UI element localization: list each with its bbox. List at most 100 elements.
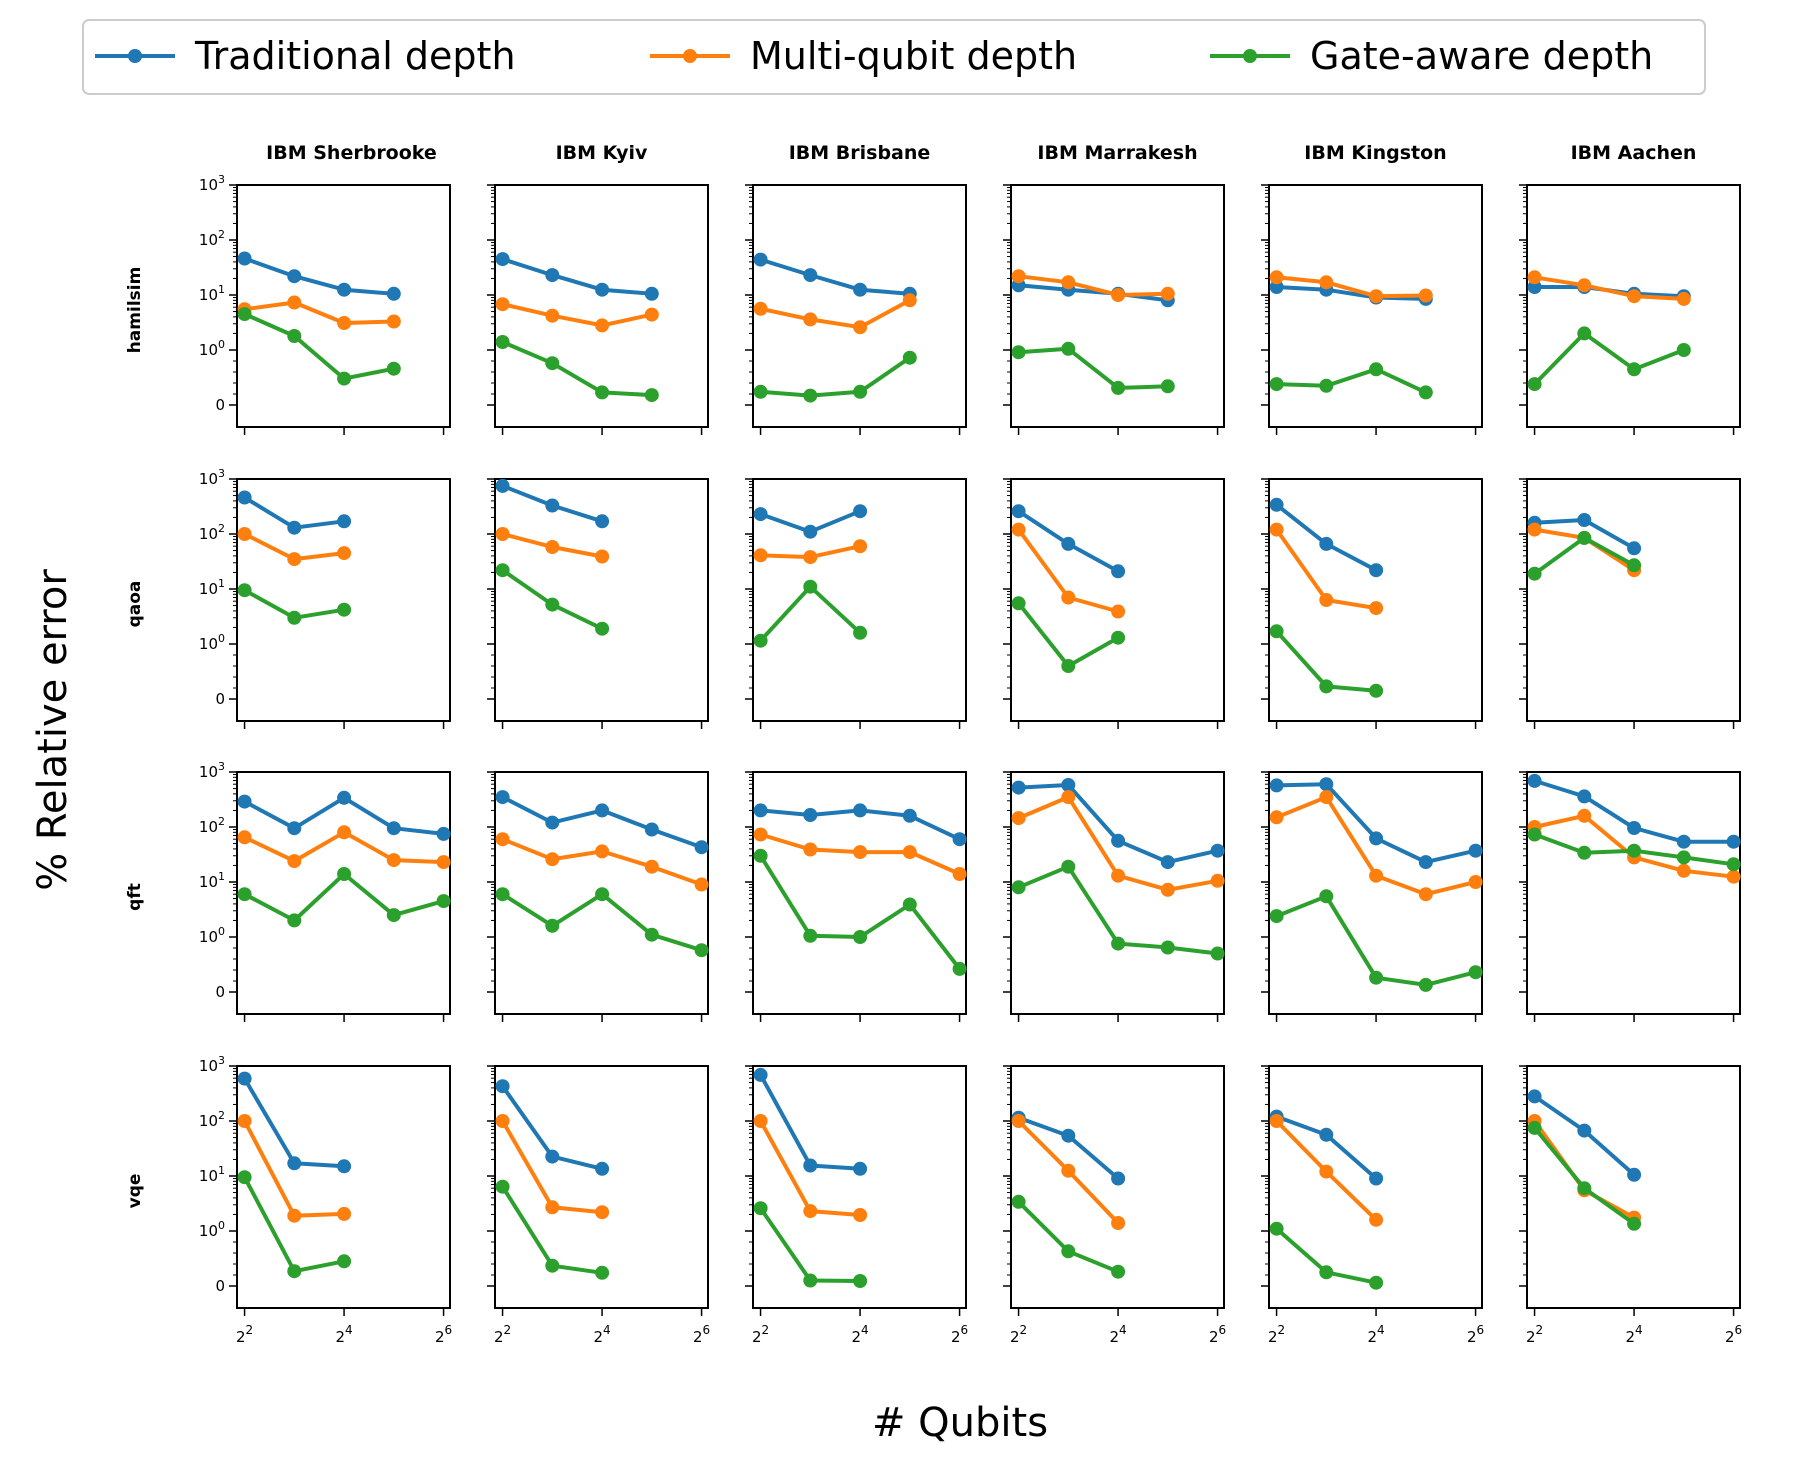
data-point [1269, 810, 1284, 825]
data-point [1319, 1164, 1334, 1179]
data-point [1011, 522, 1026, 537]
data-point [1369, 1171, 1384, 1186]
data-point [1319, 275, 1334, 290]
series-traditional-depth [495, 790, 709, 855]
data-point [337, 867, 352, 881]
data-point [337, 316, 352, 330]
data-point [1527, 566, 1542, 581]
column-title-ibm-sherbrooke: IBM Sherbrooke [266, 142, 437, 164]
series-line [501, 892, 703, 953]
series-gate-aware-depth [1011, 596, 1126, 673]
data-point [1527, 1089, 1542, 1104]
series-gate-aware-depth [1269, 1221, 1384, 1290]
data-point [1676, 863, 1691, 878]
data-point [287, 913, 302, 928]
data-point [287, 854, 302, 869]
data-point [853, 320, 868, 335]
data-point [495, 1179, 510, 1194]
data-point [1061, 1163, 1076, 1178]
data-point [337, 546, 352, 561]
data-point [1577, 278, 1592, 293]
data-point [1319, 536, 1334, 551]
data-point [495, 1079, 510, 1094]
panel-vqe-ibm-marrakesh: 22 24 26 [1003, 1065, 1226, 1346]
data-point [803, 1273, 818, 1288]
data-point [644, 388, 659, 403]
data-point [1269, 377, 1284, 392]
column-title-ibm-brisbane: IBM Brisbane [789, 142, 931, 164]
y-tick-label: 101 [199, 283, 225, 304]
data-point [237, 794, 252, 809]
data-point [1319, 777, 1334, 792]
data-point [644, 307, 659, 322]
data-point [1011, 880, 1026, 895]
data-point [803, 524, 818, 539]
x-tick-label: 24 [1367, 1323, 1384, 1346]
panel-vqe-ibm-brisbane: 22 24 26 [745, 1065, 968, 1346]
series-gate-aware-depth [1527, 530, 1642, 581]
panel-qft-ibm-brisbane [745, 771, 967, 1022]
data-point [1527, 827, 1542, 842]
data-point [1319, 593, 1334, 607]
x-tick-label: 22 [752, 1323, 769, 1346]
panel-hamilsim-ibm-sherbrooke: 0 100 101 102 103 IBM Sherbrooke hamilsim [125, 142, 451, 435]
data-point [1577, 789, 1592, 804]
data-point [337, 602, 352, 617]
data-point [803, 928, 818, 943]
data-point [287, 1264, 302, 1279]
panel-frame [236, 1065, 451, 1309]
y-tick-label: 103 [199, 1054, 225, 1075]
data-point [545, 540, 560, 554]
series-traditional-depth [237, 251, 401, 301]
series-multi-qubit-depth [1011, 790, 1225, 897]
legend-label: Multi-qubit depth [750, 34, 1077, 78]
data-point [1319, 378, 1334, 393]
data-point [853, 1274, 868, 1288]
data-point [1418, 385, 1433, 400]
y-tick-label: 102 [199, 228, 225, 249]
series-multi-qubit-depth [237, 295, 401, 330]
data-point [495, 297, 510, 312]
series-line [760, 257, 910, 296]
data-point [287, 295, 302, 310]
y-tick-label: 101 [199, 577, 225, 598]
data-point [1418, 855, 1433, 870]
series-gate-aware-depth [1527, 827, 1741, 872]
series-line [243, 256, 394, 296]
data-point [853, 282, 868, 297]
data-point [1160, 379, 1175, 394]
data-point [952, 867, 967, 881]
data-point [237, 887, 252, 902]
panel-hamilsim-ibm-marrakesh: IBM Marrakesh [1003, 142, 1225, 435]
data-point [1011, 1114, 1026, 1128]
data-point [1111, 380, 1126, 395]
panel-qft-ibm-kyiv [487, 771, 709, 1022]
panel-frame [1526, 771, 1741, 1015]
data-point [1468, 875, 1483, 889]
data-point [1627, 558, 1642, 573]
data-point [853, 1208, 868, 1222]
series-gate-aware-depth [495, 1179, 610, 1280]
data-point [1061, 536, 1076, 551]
data-point [545, 815, 560, 830]
data-point [853, 1161, 868, 1176]
data-point [853, 539, 868, 554]
y-tick-label: 101 [199, 1164, 225, 1185]
data-point [1577, 845, 1592, 860]
row-label-vqe: vqe [125, 1174, 145, 1209]
data-point [1627, 821, 1642, 835]
series-gate-aware-depth [1011, 859, 1225, 961]
series-traditional-depth [1269, 777, 1483, 870]
data-point [1061, 1128, 1076, 1143]
data-point [545, 308, 560, 323]
column-title-ibm-kyiv: IBM Kyiv [556, 142, 648, 164]
data-point [1369, 1275, 1384, 1290]
series-gate-aware-depth [1011, 341, 1175, 395]
x-tick-label: 22 [1268, 1323, 1285, 1346]
series-multi-qubit-depth [753, 293, 917, 335]
data-point [644, 927, 659, 942]
x-tick-label: 26 [951, 1323, 968, 1346]
series-line [760, 356, 911, 398]
data-point [337, 825, 352, 840]
data-point [386, 314, 401, 329]
